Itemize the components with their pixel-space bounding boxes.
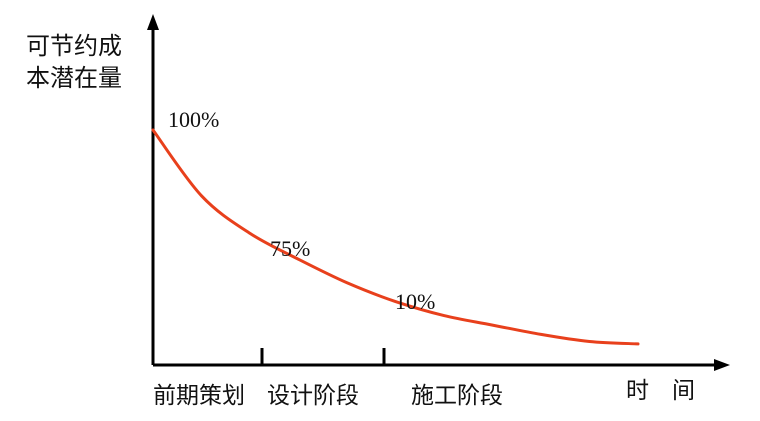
phase-label-design: 设计阶段 — [267, 383, 359, 409]
annotation-100: 100% — [168, 107, 219, 132]
y-axis-label-line-1: 可节约成 — [26, 32, 122, 60]
x-axis-label: 时 间 — [626, 378, 695, 404]
phase-label-construction: 施工阶段 — [411, 383, 503, 409]
y-axis-label-line-2: 本潜在量 — [26, 64, 122, 92]
y-axis-arrow — [147, 14, 159, 30]
x-axis-arrow — [714, 359, 730, 371]
annotation-75: 75% — [270, 236, 310, 261]
phase-label-planning: 前期策划 — [153, 383, 245, 409]
cost-savings-curve — [151, 128, 640, 346]
annotation-10: 10% — [395, 289, 435, 314]
